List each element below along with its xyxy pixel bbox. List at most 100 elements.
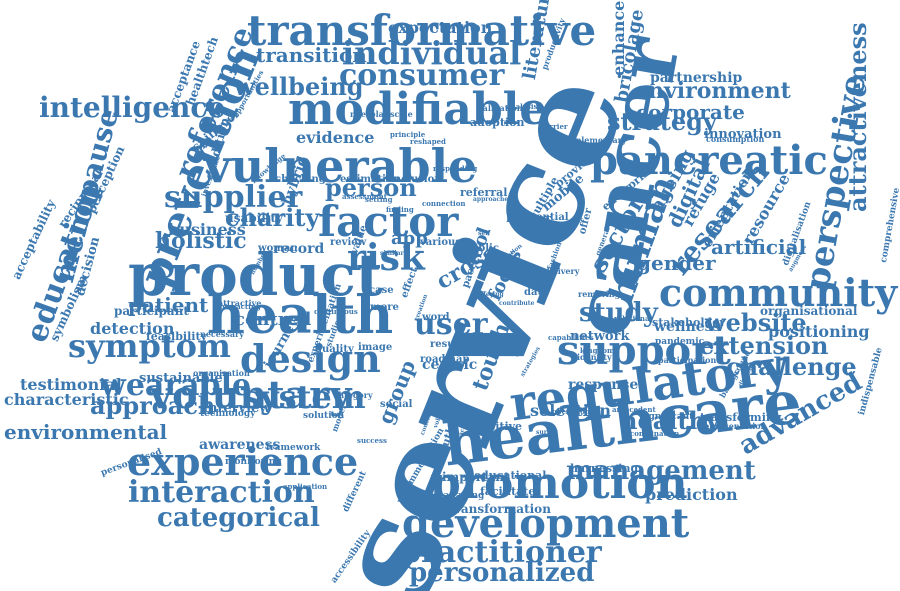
word-positive: positive [474,420,523,433]
word-approaches: approaches [473,196,512,203]
word-factor: factor [318,197,459,246]
word-technology: technology [200,409,256,419]
word-health: health [207,285,394,346]
word-connection: connection [422,199,466,208]
word-patient: patient [128,293,209,317]
word-responding: responding [433,164,478,173]
word-detection: detection [90,319,175,338]
word-study: study [579,298,658,328]
word-offering: offering [477,291,504,298]
word-vulnerable: vulnerable [204,139,478,193]
word-facilitate: facilitate [480,485,536,498]
word-awareness: awareness [199,437,281,453]
word-enhanced: enhanced [609,0,628,76]
word-harnessing: harnessing [570,462,639,475]
word-sustainable: sustainable [139,371,223,386]
word-case: case [369,285,394,296]
word-testimonial: testimonial [20,375,122,394]
word-holistic: holistic [155,228,247,254]
word-innovation: innovation [704,127,782,142]
word-centric: centric [422,357,478,373]
word-website: website [705,308,807,337]
word-stakeholder: stakeholder [652,316,726,329]
word-person: person [325,173,417,202]
word-delivery: delivery [544,266,580,276]
word-intelligence: intelligence [39,91,226,124]
word-pancreatic: pancreatic [590,137,828,184]
word-barrier: barrier [540,122,568,131]
word-becoming: becoming [487,350,520,357]
word-identity: identity [577,352,612,362]
word-business: business [168,220,246,239]
word-supplier: supplier [164,180,303,215]
word-participation: participation [658,355,717,365]
word-community: community [659,270,898,315]
word-survey: survey [536,429,558,436]
word-practitioner: practitioner [400,535,602,570]
word-network: network [570,329,630,344]
word-user: user [414,307,488,342]
word-attractive: attractive [218,298,262,308]
word-selection: selection [530,401,611,420]
word-application: application [283,482,328,491]
word-principle: principle [390,130,426,139]
word-framework: framework [266,443,321,453]
word-solution: solution [303,411,345,421]
word-wearable: wearable [100,368,252,403]
word-category: category [334,390,373,400]
word-assessment: assessment [342,192,387,201]
word-various: various [420,237,461,248]
word-transformation: transformation [449,502,551,516]
word-managing: managing [434,491,485,501]
word-wellbeing: wellbeing [234,72,364,101]
word-self: self [478,230,491,237]
word-partnership: partnership [650,70,743,86]
word-personalized: personalized [409,558,595,588]
word-important: important [442,470,510,484]
word-product: product [128,241,383,309]
word-checking: checking [275,174,326,185]
word-modifiable: modifiable [288,84,548,135]
word-feasibility: feasibility [146,330,207,343]
word-result: result [430,339,463,350]
word-artificial: artificial [711,235,807,259]
word-need: need [350,109,372,119]
word-referral: referral [460,186,508,199]
word-social: social [380,399,413,410]
word-complementary: complementary [557,135,627,145]
word-kingdom: kingdom [580,346,615,355]
word-support: support [557,327,731,374]
word-relational: relational [614,314,653,323]
word-transformative: transformative [247,6,597,55]
word-positioning: positioning [768,322,870,341]
word-promotion: promotion [430,458,688,509]
word-finding: finding [386,205,414,214]
word-removing: removing [578,289,621,299]
word-adoption: adoption [470,116,525,129]
word-management: management [566,456,756,486]
word-transforming: transforming [700,411,782,424]
word-prediction: prediction [645,485,738,504]
word-app: app [391,228,428,249]
word-plan: plan [370,109,390,119]
word-scale: scale [390,109,413,119]
word-necessary: necessary [200,329,244,339]
word-combination: combination [630,429,680,438]
word-challenge: challenge [726,352,857,381]
word-potential: potential [518,212,569,223]
word-pandemic: pandemic [655,337,705,347]
word-centred: centred [234,309,312,330]
word-design: design [240,336,381,381]
word-review: review [330,237,367,248]
word-consumption: consumption [706,134,765,144]
word-response: response [568,377,639,393]
word-record: record [273,241,325,257]
word-consumer: consumer [339,58,505,93]
word-experience: experience [127,439,359,484]
word-transition: transition [256,43,367,67]
word-data: data [524,287,549,298]
word-interaction: interaction [128,475,315,510]
word-capabilities: capabilities [548,333,594,342]
word-public: public [464,243,499,254]
